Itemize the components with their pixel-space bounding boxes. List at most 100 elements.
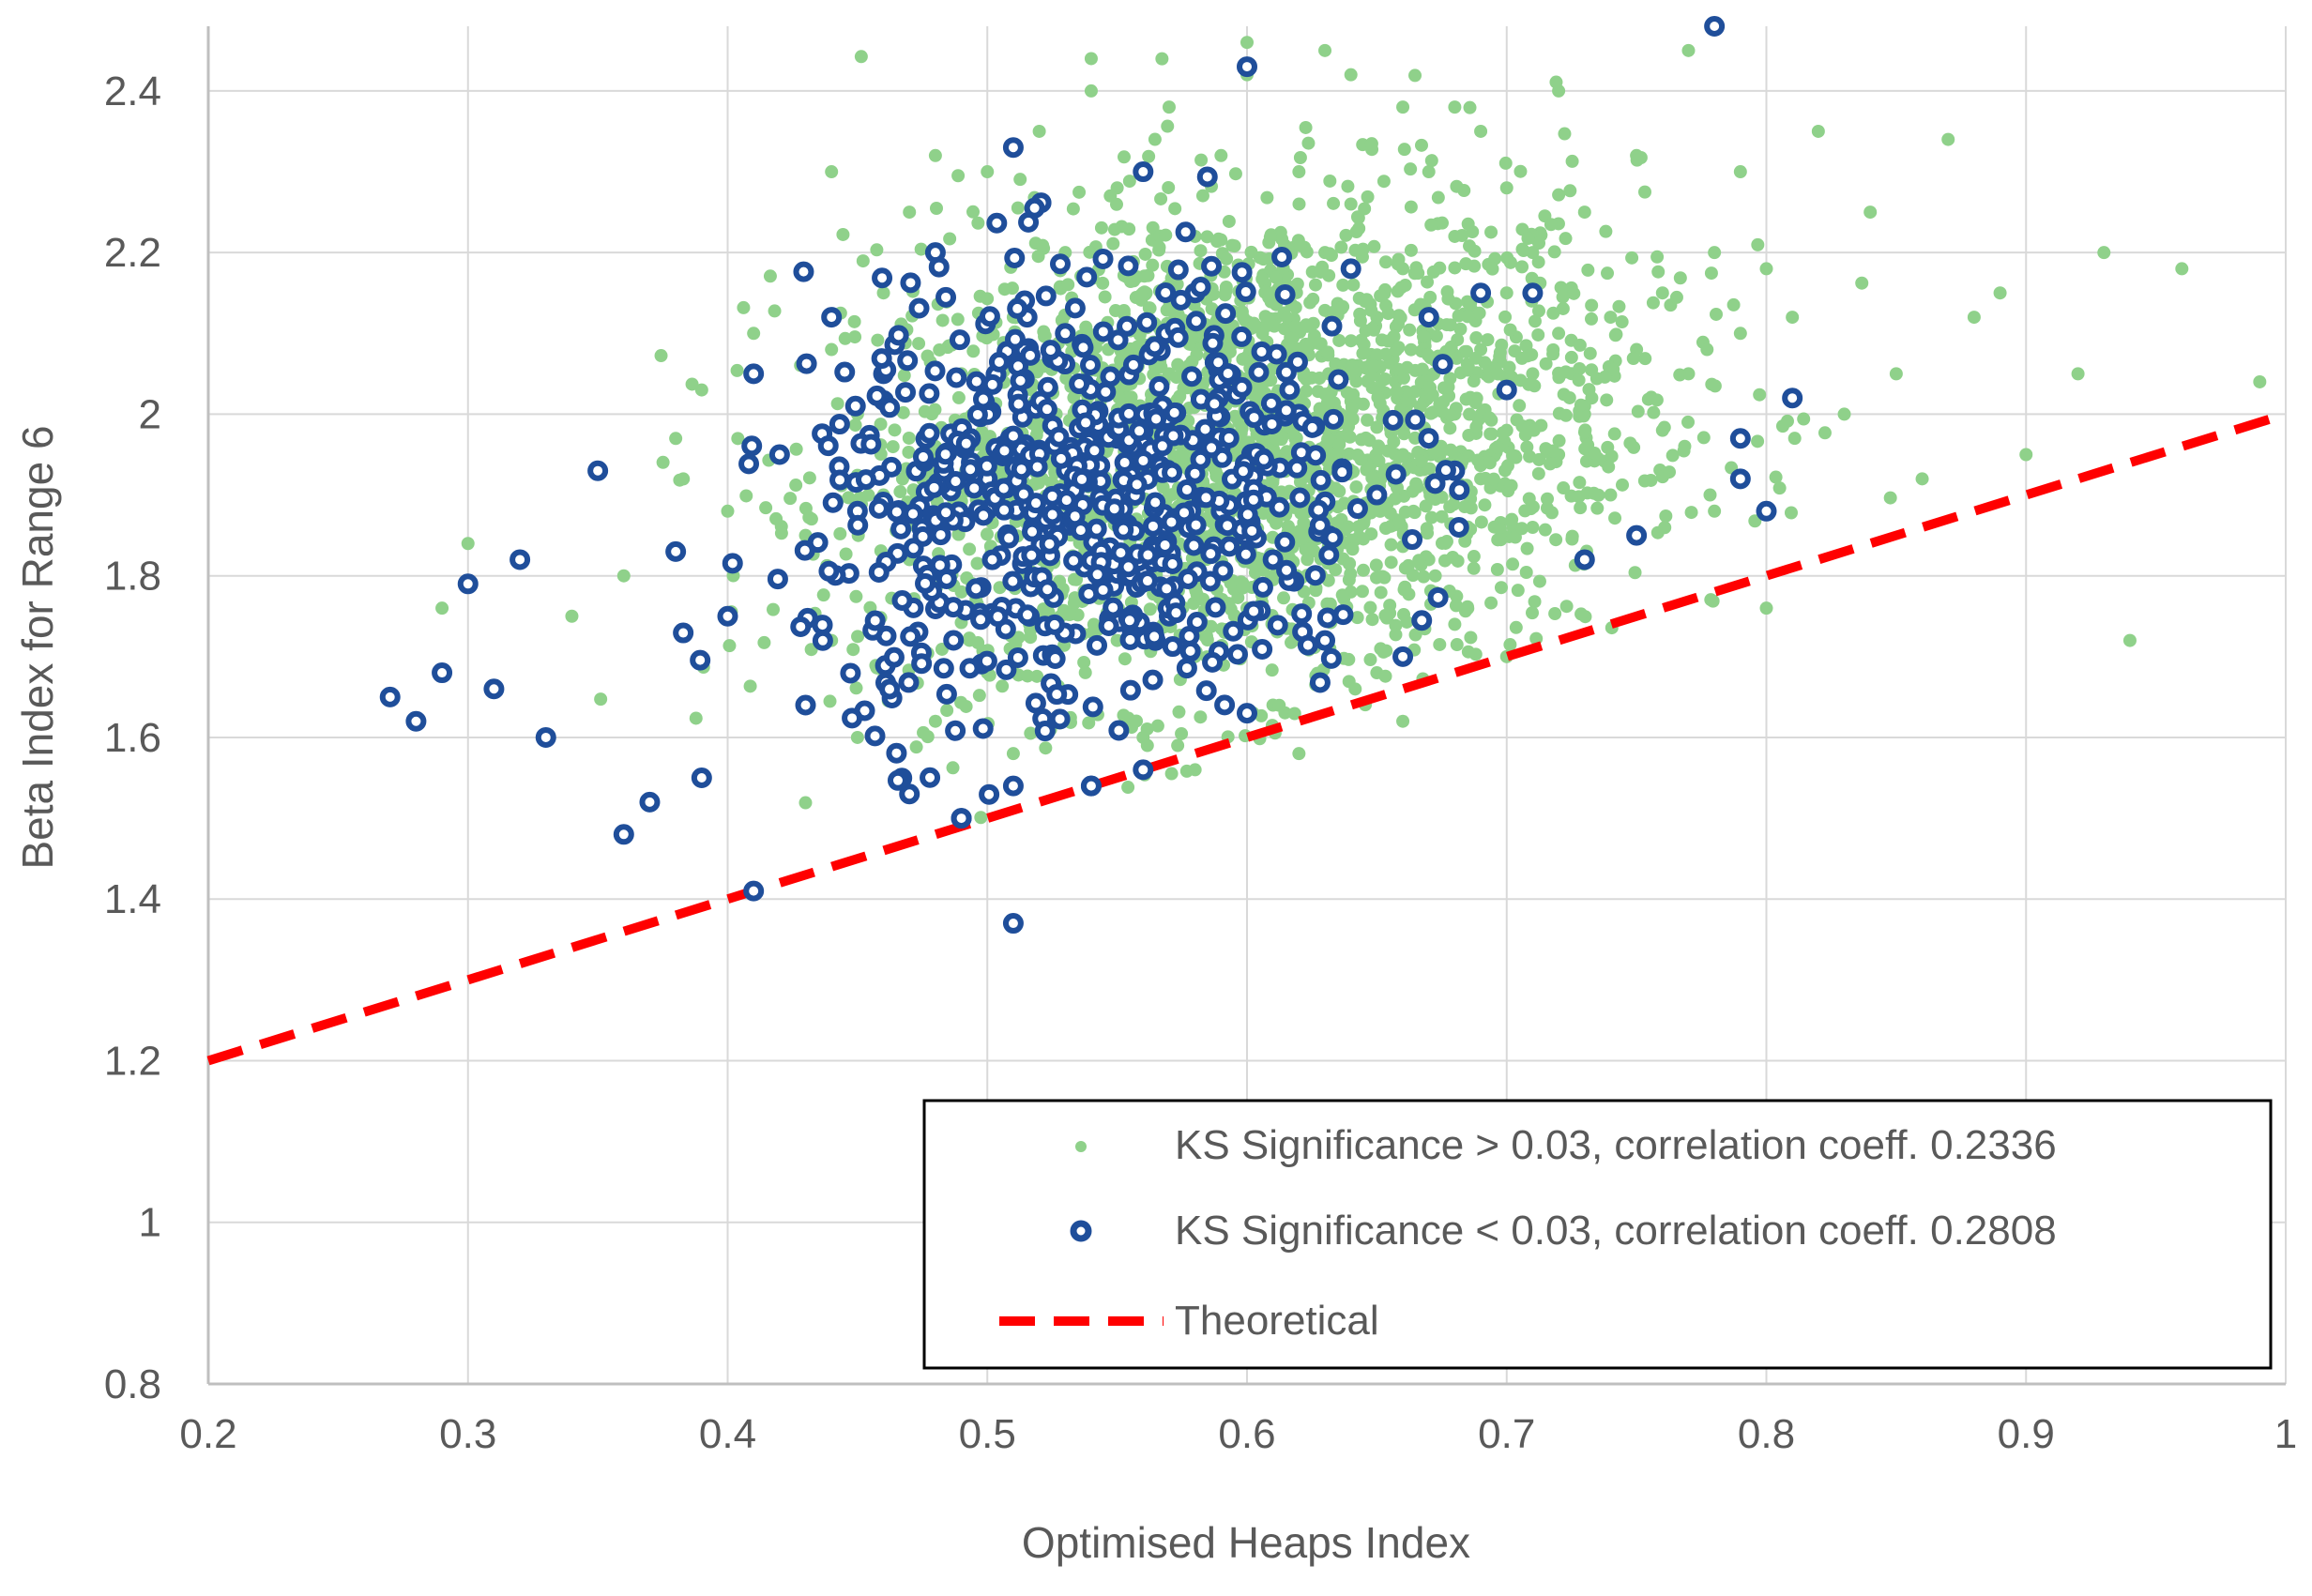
green-point <box>1392 515 1407 529</box>
blue-point <box>405 710 427 732</box>
green-point <box>1681 43 1696 57</box>
blue-point <box>1346 498 1368 520</box>
blue-point <box>996 659 1017 680</box>
green-point <box>1567 286 1581 300</box>
green-point <box>1323 174 1337 188</box>
green-point <box>902 445 916 459</box>
blue-point <box>1309 672 1331 693</box>
green-point <box>1290 277 1304 291</box>
green-point <box>1346 402 1360 416</box>
blue-point <box>895 382 917 403</box>
green-point <box>1483 456 1497 470</box>
green-point <box>1463 407 1477 421</box>
green-point <box>1332 484 1346 498</box>
green-point <box>1262 291 1276 305</box>
green-point <box>1505 512 1519 526</box>
green-point <box>1402 587 1416 601</box>
legend-label-theoretical: Theoretical <box>1175 1298 1379 1344</box>
green-point <box>1426 265 1440 279</box>
green-point <box>1612 299 1626 313</box>
green-point <box>1493 350 1507 364</box>
green-point <box>1218 288 1232 302</box>
green-point <box>1650 250 1665 264</box>
blue-point <box>1133 759 1154 781</box>
green-point <box>1121 781 1135 795</box>
green-point <box>1598 370 1612 384</box>
green-point <box>874 418 888 432</box>
blue-point <box>911 653 933 675</box>
blue-point <box>1119 679 1141 701</box>
blue-point <box>1320 647 1342 669</box>
green-point <box>1211 232 1225 246</box>
x-tick-label: 0.6 <box>1218 1411 1275 1457</box>
blue-point <box>1048 426 1070 448</box>
green-point <box>1600 393 1614 407</box>
blue-point <box>1002 775 1024 797</box>
blue-point <box>1084 440 1105 462</box>
green-point <box>1256 252 1270 266</box>
green-point <box>1470 453 1484 467</box>
blue-point <box>1261 413 1283 434</box>
green-point <box>1350 448 1364 462</box>
green-point <box>1344 68 1358 82</box>
green-point <box>920 730 935 744</box>
green-point <box>1364 303 1378 317</box>
green-point <box>1394 281 1408 295</box>
green-point <box>1469 420 1483 434</box>
blue-point <box>871 348 892 370</box>
blue-point <box>1049 708 1071 730</box>
blue-point <box>1385 464 1407 485</box>
blue-point <box>890 518 912 540</box>
green-point <box>1227 239 1241 253</box>
green-point <box>935 313 950 327</box>
blue-point <box>1253 448 1274 470</box>
green-point <box>951 169 966 183</box>
green-point <box>1485 262 1499 276</box>
green-point <box>1663 465 1677 479</box>
green-point <box>1855 276 1869 290</box>
green-point <box>1467 374 1481 388</box>
green-point <box>461 537 475 551</box>
blue-point <box>1448 516 1469 538</box>
green-point <box>933 342 947 357</box>
blue-point <box>1235 543 1256 565</box>
blue-point <box>924 360 946 382</box>
green-point <box>1428 445 1442 459</box>
x-tick-label: 0.3 <box>439 1411 496 1457</box>
green-point <box>1450 638 1464 652</box>
green-point <box>1356 346 1370 360</box>
green-point <box>1616 478 1630 492</box>
green-point <box>1194 710 1208 724</box>
blue-point <box>915 572 936 594</box>
blue-point <box>1144 626 1165 647</box>
blue-point <box>1049 253 1071 275</box>
green-point <box>783 492 798 506</box>
green-point <box>1499 181 1513 195</box>
green-point <box>1651 265 1666 279</box>
green-point <box>1293 151 1307 165</box>
green-point <box>1288 320 1302 334</box>
blue-point <box>1704 16 1726 37</box>
green-point <box>1200 230 1214 244</box>
green-point <box>1574 607 1589 621</box>
green-point <box>1414 454 1428 468</box>
blue-point <box>1214 694 1236 716</box>
green-point <box>1346 542 1360 556</box>
blue-point <box>722 553 743 574</box>
green-point <box>1039 741 1053 755</box>
blue-point <box>1321 315 1343 337</box>
green-point <box>1531 466 1545 480</box>
green-point <box>1084 52 1098 66</box>
green-point <box>1759 262 1773 276</box>
blue-point <box>1248 361 1270 383</box>
green-point <box>966 344 981 358</box>
legend-label-blue: KS Significance < 0.03, correlation coef… <box>1175 1208 2057 1254</box>
green-point <box>1066 202 1080 216</box>
green-point <box>1143 602 1157 616</box>
blue-point <box>1241 520 1263 541</box>
blue-point <box>1275 361 1297 383</box>
green-point <box>1599 224 1613 238</box>
blue-point <box>1037 376 1058 398</box>
green-point <box>876 286 890 300</box>
blue-point <box>1231 376 1253 398</box>
